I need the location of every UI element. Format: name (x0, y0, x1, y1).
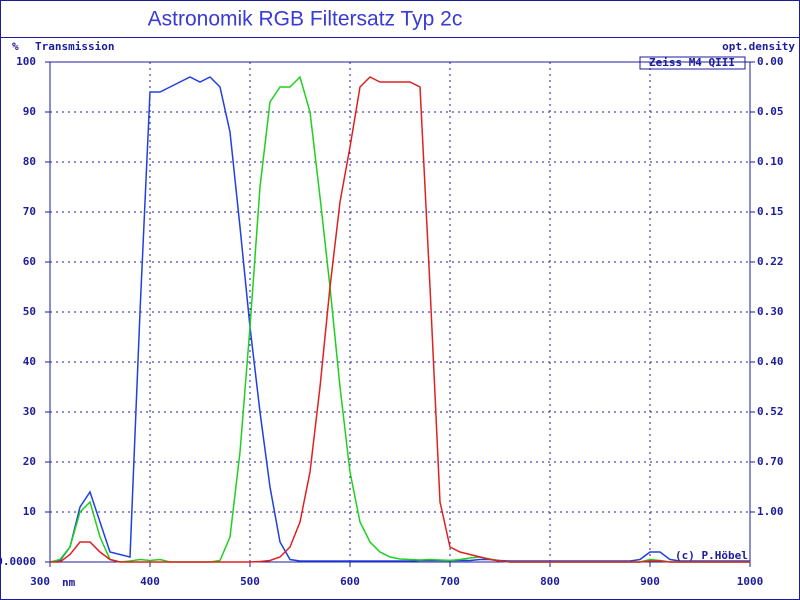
data-line (50, 76, 750, 563)
y-tick-label: 10 (23, 505, 36, 518)
y2-tick-label: 0.00 (757, 55, 784, 68)
y2-tick-label: 0.30 (757, 305, 784, 318)
x-tick-label: 700 (440, 575, 460, 588)
y2-axis-label: opt.density (722, 40, 795, 53)
y-axis-label: Transmission (35, 40, 114, 53)
y2-tick-label: 1.00 (757, 505, 784, 518)
credit: (c) P.Höbel (675, 549, 748, 562)
x-tick-label: 1000 (737, 575, 764, 588)
y-unit: % (12, 40, 19, 53)
x-tick-label: 500 (240, 575, 260, 588)
y-tick-label: 80 (23, 155, 36, 168)
y-tick-label: 50 (23, 305, 36, 318)
y2-tick-label: 0.22 (757, 255, 784, 268)
y-tick-label: 0.0000 (0, 555, 36, 568)
y-tick-label: 100 (16, 55, 36, 68)
chart-title: Astronomik RGB Filtersatz Typ 2c (148, 8, 463, 31)
data-line (49, 76, 750, 563)
y2-tick-label: 0.52 (757, 405, 784, 418)
x-tick-label: 600 (340, 575, 360, 588)
y-tick-label: 40 (23, 355, 36, 368)
x-unit: nm (62, 576, 76, 589)
y2-tick-label: 0.15 (757, 205, 784, 218)
instrument-box (639, 56, 746, 70)
y-tick-label: 70 (23, 205, 36, 218)
y2-tick-label: 0.05 (757, 105, 784, 118)
x-tick-label: 800 (540, 575, 560, 588)
y2-tick-label: 0.10 (757, 155, 784, 168)
y2-tick-label: 0.70 (757, 455, 784, 468)
plot-frame (49, 61, 751, 563)
x-tick-label: 400 (140, 575, 160, 588)
y-tick-label: 90 (23, 105, 36, 118)
y2-tick-label: 0.40 (757, 355, 784, 368)
y-tick-label: 20 (23, 455, 36, 468)
x-tick-label: 300 (30, 575, 50, 588)
y-tick-label: 60 (23, 255, 36, 268)
y-tick-label: 30 (23, 405, 36, 418)
x-tick-label: 900 (640, 575, 660, 588)
